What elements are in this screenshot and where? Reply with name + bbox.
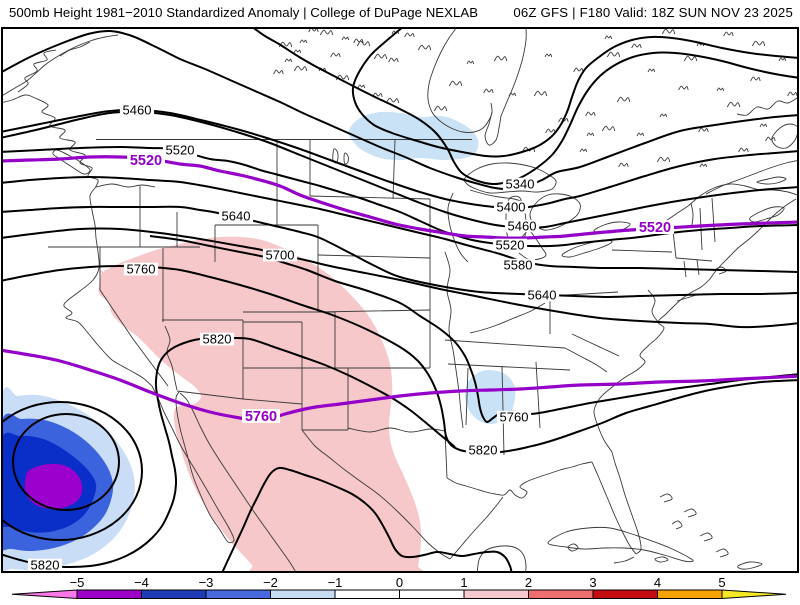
svg-text:5520: 5520 [130,153,162,169]
svg-text:5640: 5640 [222,209,251,224]
svg-text:5760: 5760 [245,409,277,425]
svg-text:5520: 5520 [166,143,195,158]
svg-text:5700: 5700 [266,248,295,263]
svg-text:3: 3 [589,575,596,590]
svg-text:5820: 5820 [31,558,60,573]
svg-text:5580: 5580 [504,258,533,273]
svg-text:−4: −4 [134,575,149,590]
svg-text:4: 4 [654,575,661,590]
svg-text:5760: 5760 [500,410,529,425]
svg-text:06Z GFS | F180 Valid: 18Z SUN: 06Z GFS | F180 Valid: 18Z SUN NOV 23 202… [513,5,793,20]
svg-text:5760: 5760 [127,262,156,277]
svg-text:5460: 5460 [123,103,152,118]
svg-text:5820: 5820 [203,332,232,347]
svg-text:5640: 5640 [528,288,557,303]
svg-text:−5: −5 [70,575,85,590]
svg-text:5400: 5400 [497,200,526,215]
svg-text:2: 2 [525,575,532,590]
svg-text:5460: 5460 [508,219,537,234]
svg-text:5820: 5820 [469,443,498,458]
svg-text:5520: 5520 [496,238,525,253]
svg-text:1: 1 [460,575,467,590]
svg-text:−2: −2 [263,575,278,590]
svg-text:5340: 5340 [506,177,535,192]
svg-text:5520: 5520 [639,220,671,236]
svg-text:−3: −3 [199,575,214,590]
svg-text:−1: −1 [328,575,343,590]
svg-text:0: 0 [396,575,403,590]
svg-text:5: 5 [718,575,725,590]
svg-text:500mb Height 1981−2010 Standar: 500mb Height 1981−2010 Standardized Anom… [9,5,478,20]
